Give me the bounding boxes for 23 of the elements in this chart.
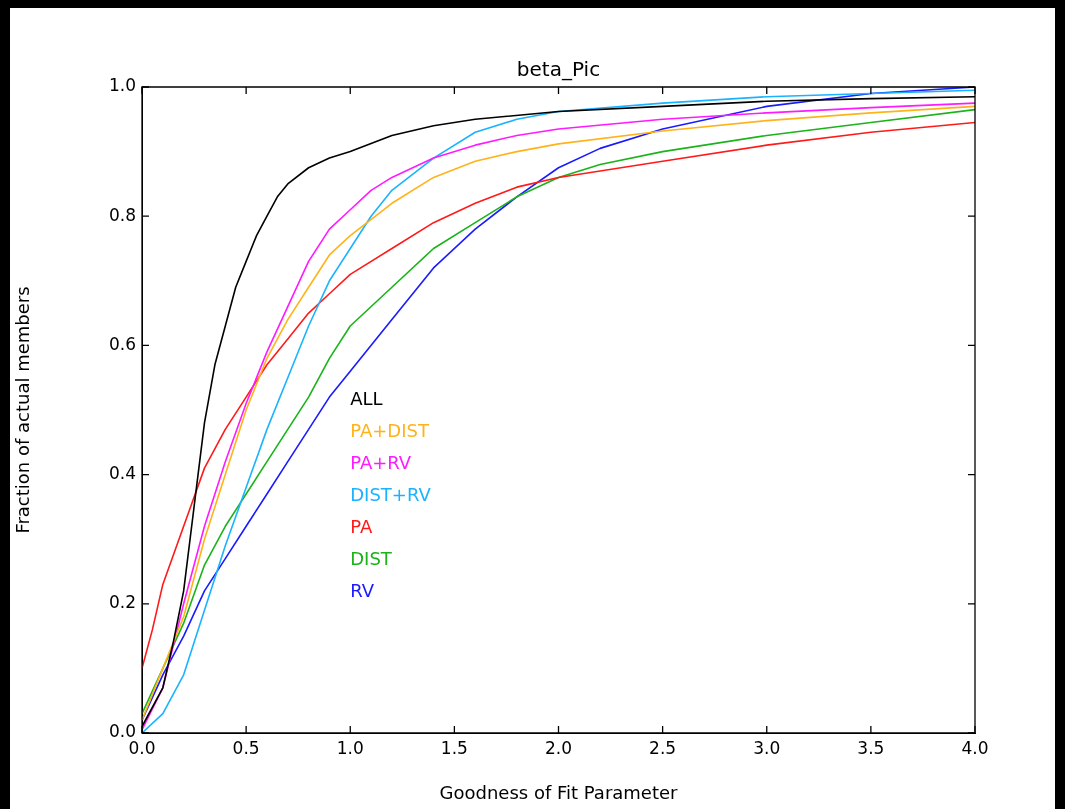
x-axis-title: Goodness of Fit Parameter <box>439 781 679 803</box>
y-tick-label: 1.0 <box>108 75 136 96</box>
x-tick-label: 4.0 <box>961 737 989 758</box>
y-axis-title: Fraction of actual members <box>12 286 34 534</box>
text: ALL <box>350 387 383 409</box>
y-tick-label: 0.8 <box>108 204 136 225</box>
x-tick-label: 0.5 <box>232 737 260 758</box>
text: PA+RV <box>350 451 412 473</box>
text: DIST <box>350 547 393 569</box>
x-tick-label: 1.5 <box>440 737 468 758</box>
y-tick-label: 0.4 <box>108 463 136 484</box>
chart-title: beta_Pic <box>516 57 601 82</box>
x-tick-label: 3.0 <box>753 737 781 758</box>
text: PA <box>350 515 373 537</box>
text: DIST+RV <box>350 483 432 505</box>
y-tick-label: 0.2 <box>108 592 136 613</box>
x-tick-label: 3.5 <box>857 737 885 758</box>
text: RV <box>350 579 375 601</box>
y-tick-label: 0.6 <box>108 333 136 354</box>
x-tick-label: 2.0 <box>544 737 573 758</box>
x-tick-label: 1.0 <box>336 737 364 758</box>
text: PA+DIST <box>350 419 430 441</box>
x-tick-label: 2.5 <box>649 737 677 758</box>
